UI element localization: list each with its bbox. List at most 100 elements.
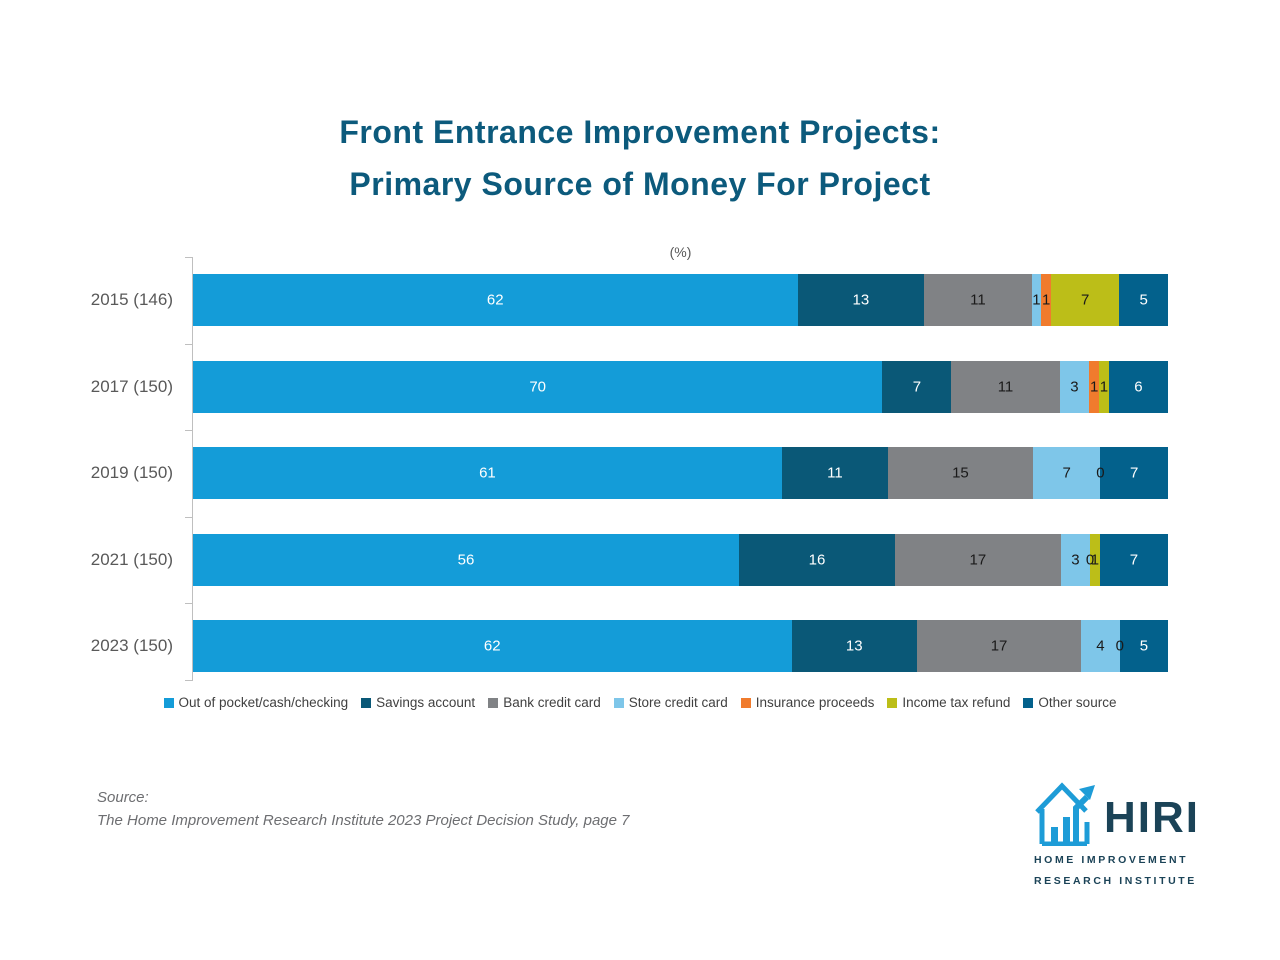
legend-label: Income tax refund <box>902 695 1011 710</box>
bar-segment: 11 <box>781 447 889 500</box>
chart-title-line2: Primary Source of Money For Project <box>349 166 931 202</box>
bar-segment-value: 15 <box>952 464 969 482</box>
bar-segment: 15 <box>888 447 1033 500</box>
percent-axis-label: (%) <box>669 244 692 260</box>
legend-swatch <box>1023 697 1034 708</box>
bar-segment: 6 <box>1108 360 1168 413</box>
logo-bar-2 <box>1063 817 1070 842</box>
bar-segment: 7 <box>882 360 952 413</box>
bar-segment: 1 <box>1089 360 1100 413</box>
bar-segment: 1 <box>1041 274 1051 326</box>
bar-segment-value: 7 <box>1062 464 1071 482</box>
stacked-bar-row: 56 16 17 3 0 1 7 <box>193 533 1168 586</box>
source-label: Source: <box>97 789 149 806</box>
bar-segment: 1 <box>1099 360 1109 413</box>
bar-segment-value: 7 <box>1130 464 1139 482</box>
bar-segment-value: 11 <box>827 464 843 482</box>
bar-segment: 1 <box>1090 533 1100 586</box>
bar-segment: 7 <box>1099 533 1168 586</box>
axis-tick <box>185 680 193 681</box>
category-axis-line <box>192 257 193 680</box>
bar-segment-value: 62 <box>483 637 501 655</box>
bar-segment: 56 <box>193 533 739 586</box>
bar-segment: 11 <box>924 274 1032 326</box>
chart-title-line1: Front Entrance Improvement Projects: <box>339 114 941 150</box>
bar-segment: 61 <box>193 447 782 500</box>
legend-swatch <box>361 697 372 708</box>
hiri-house-icon <box>1035 782 1095 846</box>
legend-swatch <box>613 697 624 708</box>
category-label: 2017 (150) <box>90 376 173 396</box>
legend-label: Insurance proceeds <box>755 695 875 710</box>
legend-swatch <box>488 697 499 708</box>
bar-segment: 1 <box>1031 274 1042 326</box>
axis-tick <box>185 517 193 518</box>
logo-arrow-shaft <box>1073 794 1090 842</box>
bar-segment-value: 5 <box>1139 637 1149 655</box>
legend-item: Store credit card <box>613 695 728 710</box>
bar-segment-value: 11 <box>997 378 1014 396</box>
legend-label: Savings account <box>376 695 476 710</box>
bar-segment-value: 11 <box>970 291 986 309</box>
legend-item: Savings account <box>361 695 475 710</box>
bar-segment: 7 <box>1100 447 1168 500</box>
axis-tick <box>185 257 193 258</box>
bar-segment: 7 <box>1032 447 1101 500</box>
bar-segment-value: 5 <box>1139 291 1148 309</box>
axis-tick <box>185 430 193 431</box>
source-text: The Home Improvement Research Institute … <box>97 812 630 829</box>
bar-segment-value: 0 <box>1085 551 1095 569</box>
bar-segment-value: 4 <box>1096 637 1105 655</box>
bar-segment-value: 3 <box>1070 378 1079 396</box>
bar-segment-value: 56 <box>457 551 475 569</box>
category-axis-labels: 2015 (146) 2017 (150) 2019 (150) 2021 (150)… <box>40 257 183 681</box>
legend-label: Out of pocket/cash/checking <box>178 695 349 710</box>
bar-segment: 13 <box>791 620 918 673</box>
bar-segment-value: 0 <box>1096 464 1105 482</box>
bar-segment-value: 1 <box>1032 291 1041 309</box>
logo-subtitle-line1: HOME IMPROVEMENT <box>1034 854 1189 866</box>
category-label: 2015 (146) <box>90 290 173 309</box>
bar-segment-value: 70 <box>529 378 547 396</box>
stacked-bar-row: 62 13 17 4 0 5 <box>193 620 1168 673</box>
stacked-bar-row: 70 7 11 3 1 1 6 <box>193 360 1168 413</box>
bar-segment-value: 1 <box>1089 378 1099 396</box>
source-note: Source: The Home Improvement Research In… <box>97 786 630 832</box>
stacked-bar-row: 62 13 11 1 1 7 5 <box>193 274 1168 326</box>
bar-segment-value: 3 <box>1071 551 1080 569</box>
bar-segment-value: 17 <box>969 551 987 569</box>
legend-swatch <box>163 697 174 708</box>
legend-item: Insurance proceeds <box>740 695 875 710</box>
stacked-bar-row: 61 11 15 7 0 7 <box>193 447 1168 500</box>
logo-acronym: HIRI <box>1104 793 1200 842</box>
bar-segment: 4 <box>1081 620 1120 673</box>
legend-item: Other source <box>1023 695 1116 710</box>
bar-segment-value: 1 <box>1099 378 1109 396</box>
bar-segment: 17 <box>895 533 1061 586</box>
bar-segment: 5 <box>1119 620 1168 673</box>
bar-segment: 3 <box>1059 360 1090 413</box>
bar-segment-value: 6 <box>1134 378 1143 396</box>
bar-segment: 5 <box>1119 274 1168 326</box>
axis-tick <box>185 344 193 345</box>
bar-segment: 16 <box>739 533 895 586</box>
hiri-logo: HIRI HOME IMPROVEMENT RESEARCH INSTITUTE <box>1034 776 1206 888</box>
logo-subtitle-line2: RESEARCH INSTITUTE <box>1034 875 1197 887</box>
bar-segment: 70 <box>193 360 883 413</box>
legend-label: Store credit card <box>628 695 728 710</box>
bar-segment-value: 0 <box>1115 637 1124 655</box>
bar-segment-value: 7 <box>912 378 922 396</box>
bar-segment: 13 <box>797 274 925 326</box>
logo-arrow-head <box>1079 785 1095 800</box>
legend-swatch <box>887 697 898 708</box>
bar-segment-value: 7 <box>1129 551 1139 569</box>
category-label: 2021 (150) <box>90 549 173 569</box>
bar-segment-value: 7 <box>1080 291 1090 309</box>
legend-item: Bank credit card <box>488 695 601 710</box>
bar-segment-value: 13 <box>845 637 863 655</box>
legend-swatch <box>740 697 751 708</box>
chart-title: Front Entrance Improvement Projects: Pri… <box>0 106 1280 210</box>
bar-segment: 3 <box>1060 533 1090 586</box>
chart-legend: Out of pocket/cash/checking Savings accou… <box>0 695 1280 710</box>
